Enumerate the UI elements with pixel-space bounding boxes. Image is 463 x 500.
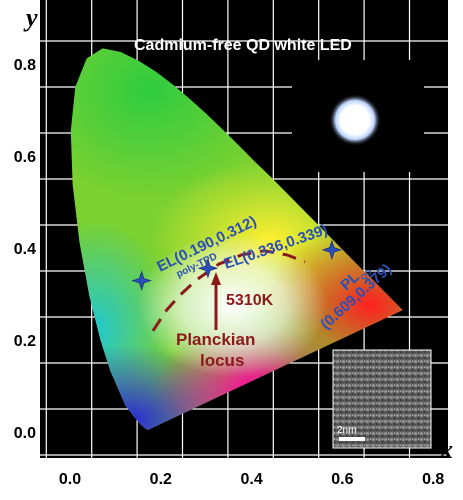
y-tick-label: 0.0 (14, 425, 36, 442)
data-point-marker-2 (197, 257, 219, 279)
planckian-label-line1: Planckian (176, 330, 255, 349)
x-axis-title: x (439, 435, 453, 464)
led-photo-inset (292, 60, 424, 172)
data-point-marker-3 (321, 239, 343, 261)
y-axis-ticks: 0.0 0.2 0.4 0.6 0.8 (14, 57, 36, 442)
planckian-label-line2: locus (200, 351, 244, 370)
data-point-marker-1 (131, 270, 152, 291)
x-tick-label: 0.8 (422, 471, 444, 488)
scale-bar (339, 437, 365, 441)
cct-arrowhead (211, 272, 221, 285)
chart-title: Cadmium-free QD white LED (134, 37, 352, 54)
x-axis-ticks: 0.0 0.2 0.4 0.6 0.8 (59, 471, 445, 488)
x-tick-label: 0.0 (59, 471, 81, 488)
scale-bar-label: 2nm (337, 425, 356, 436)
planckian-locus-curve (151, 249, 306, 332)
x-tick-label: 0.6 (331, 471, 353, 488)
tem-image-inset: 2nm (332, 349, 432, 449)
y-tick-label: 0.8 (14, 57, 36, 74)
y-tick-label: 0.6 (14, 149, 36, 166)
x-tick-label: 0.2 (150, 471, 172, 488)
y-axis-title: y (23, 3, 38, 32)
cct-label: 5310K (226, 292, 274, 309)
data-points (131, 239, 343, 291)
x-tick-label: 0.4 (240, 471, 262, 488)
y-tick-label: 0.4 (14, 241, 36, 258)
y-tick-label: 0.2 (14, 333, 36, 350)
